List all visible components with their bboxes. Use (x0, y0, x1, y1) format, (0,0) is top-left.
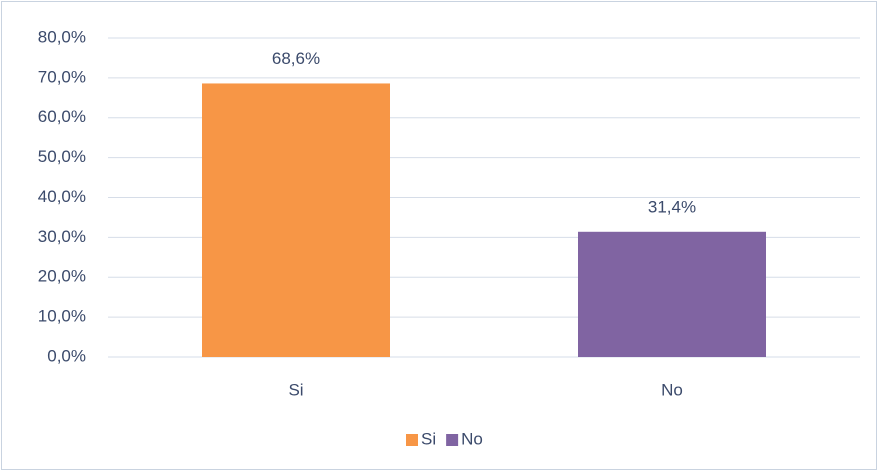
y-tick-label: 80,0% (38, 27, 86, 46)
y-tick-label: 0,0% (47, 346, 86, 365)
bar (202, 83, 390, 358)
y-tick-label: 60,0% (38, 107, 86, 126)
y-tick-label: 10,0% (38, 307, 86, 326)
legend-label: No (461, 429, 483, 448)
data-label: 31,4% (648, 197, 696, 216)
y-tick-label: 30,0% (38, 227, 86, 246)
y-tick-label: 70,0% (38, 67, 86, 86)
x-tick-label: No (661, 380, 683, 399)
legend-swatch (406, 434, 418, 446)
y-tick-label: 50,0% (38, 147, 86, 166)
y-tick-label: 20,0% (38, 267, 86, 286)
bar (578, 231, 766, 357)
x-tick-label: Si (288, 380, 303, 399)
legend-label: Si (421, 429, 436, 448)
data-label: 68,6% (272, 49, 320, 68)
y-tick-label: 40,0% (38, 187, 86, 206)
legend-swatch (446, 434, 459, 446)
